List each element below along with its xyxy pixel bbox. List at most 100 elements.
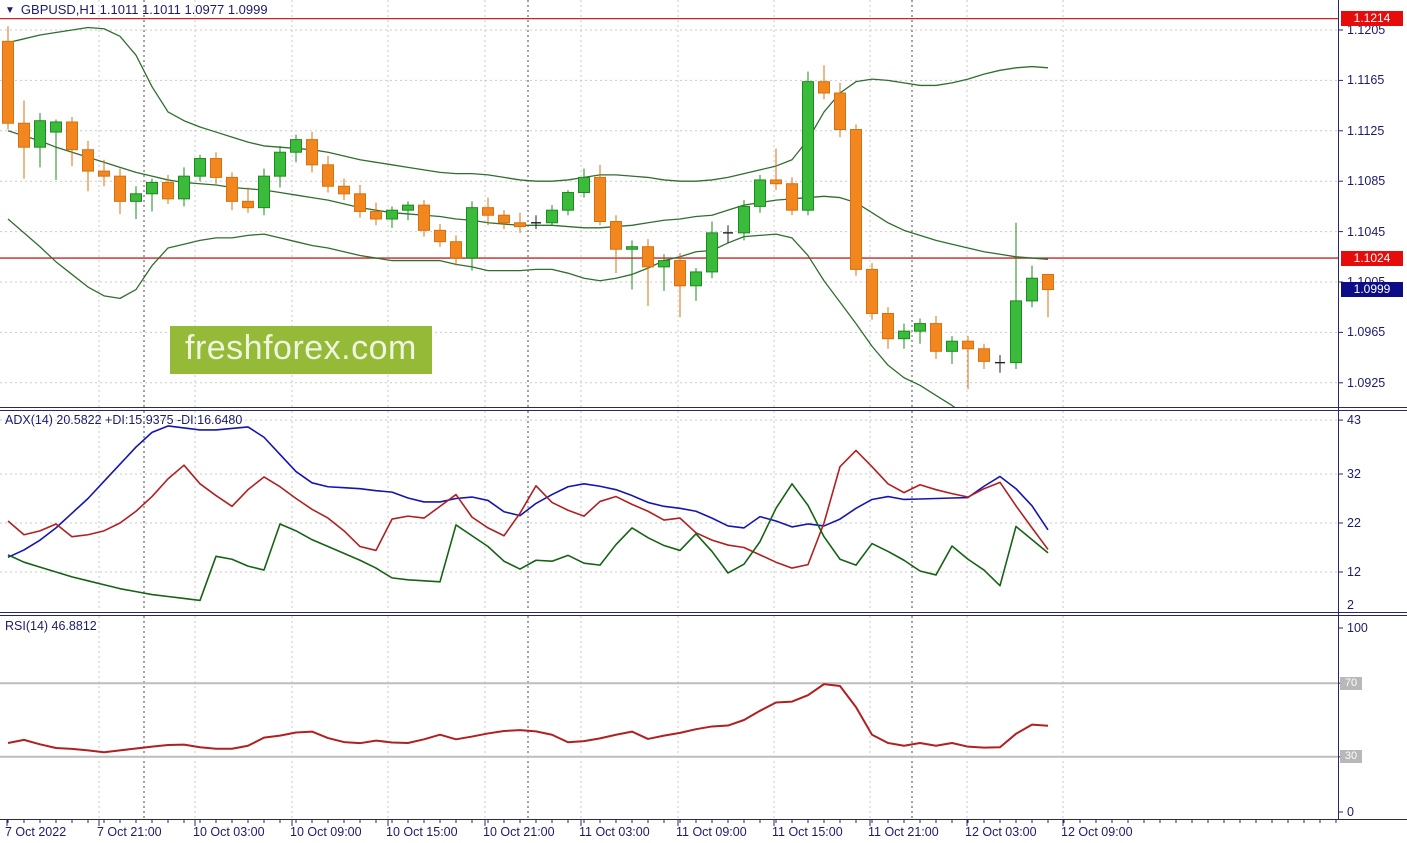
- bearish-candle: [370, 210, 382, 220]
- bullish-candle: [626, 246, 638, 250]
- bullish-candle: [194, 158, 206, 177]
- bearish-candle: [834, 92, 846, 131]
- bearish-candle: [1042, 273, 1054, 291]
- symbol-dropdown-icon[interactable]: ▼: [5, 5, 15, 16]
- bearish-candle: [770, 179, 782, 185]
- bearish-candle: [610, 221, 622, 250]
- bullish-candle: [802, 81, 814, 211]
- bullish-candle: [290, 139, 302, 153]
- bullish-candle: [274, 151, 286, 177]
- bullish-candle: [946, 340, 958, 352]
- bearish-candle: [514, 222, 526, 228]
- bearish-candle: [82, 149, 94, 172]
- price-tick-label: 1.1045: [1347, 224, 1386, 239]
- panel-splitter-main-adx[interactable]: [0, 407, 1407, 411]
- bearish-candle: [322, 164, 334, 187]
- bullish-candle: [898, 330, 910, 340]
- bearish-candle: [98, 170, 110, 177]
- bearish-candle: [594, 176, 606, 223]
- bearish-candle: [882, 313, 894, 340]
- symbol-title[interactable]: ▼ GBPUSD,H1 1.1011 1.1011 1.0977 1.0999: [5, 2, 268, 17]
- time-axis-label: 10 Oct 15:00: [386, 825, 458, 839]
- bearish-candle: [210, 158, 222, 178]
- adx-line-plusDI: [7, 482, 1049, 602]
- adx-indicator-label: ADX(14) 20.5822 +DI:15.9375 -DI:16.6480: [5, 413, 243, 427]
- time-axis-label: 12 Oct 03:00: [965, 825, 1037, 839]
- bearish-candle: [306, 139, 318, 166]
- time-axis-label: 11 Oct 21:00: [868, 825, 939, 839]
- price-axis-border: [1338, 0, 1339, 819]
- price-tick-label: 1.1165: [1347, 73, 1385, 88]
- time-axis-label: 7 Oct 2022: [5, 825, 67, 839]
- adx-tick-label: 2: [1347, 598, 1354, 612]
- rsi-level-badge: 30: [1340, 750, 1362, 764]
- bearish-candle: [850, 129, 862, 270]
- time-axis-border: [0, 819, 1407, 843]
- bullish-candle: [738, 205, 750, 234]
- bearish-candle: [962, 340, 974, 350]
- bearish-candle: [2, 40, 14, 124]
- time-axis-label: 10 Oct 21:00: [483, 825, 555, 839]
- bullish-candle: [258, 175, 270, 209]
- bullish-candle: [466, 207, 478, 259]
- bullish-candle: [914, 323, 926, 332]
- time-axis-label: 11 Oct 09:00: [676, 825, 747, 839]
- time-axis-label: 10 Oct 09:00: [290, 825, 362, 839]
- bullish-candle: [50, 121, 62, 133]
- bullish-candle: [178, 175, 190, 200]
- bollinger-lower-band: [7, 218, 956, 407]
- bullish-candle: [754, 179, 766, 207]
- bullish-candle: [690, 271, 702, 287]
- rsi-indicator-label: RSI(14) 46.8812: [5, 619, 97, 633]
- adx-tick-label: 43: [1347, 413, 1361, 428]
- bullish-candle: [658, 260, 670, 268]
- time-axis-label: 7 Oct 21:00: [97, 825, 162, 839]
- time-axis-label: 11 Oct 03:00: [579, 825, 650, 839]
- rsi-tick-label: 0: [1347, 805, 1354, 819]
- bullish-candle: [34, 120, 46, 148]
- bullish-candle: [146, 181, 158, 195]
- bullish-candle: [386, 209, 398, 220]
- bearish-candle: [866, 268, 878, 314]
- bearish-candle: [482, 207, 494, 216]
- bollinger-upper-band: [7, 26, 1049, 182]
- bearish-candle: [450, 241, 462, 259]
- bullish-candle: [706, 232, 718, 273]
- hline-price-badge: 1.1024: [1341, 250, 1403, 266]
- bearish-candle: [226, 176, 238, 202]
- symbol-title-text: GBPUSD,H1 1.1011 1.1011 1.0977 1.0999: [20, 2, 268, 17]
- bullish-candle: [1026, 277, 1038, 302]
- rsi-line: [7, 683, 1049, 754]
- bullish-candle: [578, 176, 590, 194]
- bearish-candle: [242, 200, 254, 209]
- price-tick-label: 1.0925: [1347, 375, 1386, 390]
- adx-tick-label: 12: [1347, 565, 1361, 579]
- rsi-level-badge: 70: [1340, 676, 1362, 690]
- price-tick-label: 1.1085: [1347, 174, 1386, 189]
- hline-price-badge: 1.1214: [1341, 11, 1403, 27]
- time-axis-label: 11 Oct 15:00: [772, 825, 843, 839]
- bearish-candle: [818, 81, 830, 94]
- bearish-candle: [498, 214, 510, 224]
- bearish-candle: [114, 175, 126, 202]
- broker-watermark: freshforex.com: [170, 326, 432, 374]
- panel-splitter-adx-rsi[interactable]: [0, 612, 1407, 616]
- adx-line-minusDI: [7, 449, 1049, 569]
- time-axis-label: 12 Oct 09:00: [1061, 825, 1133, 839]
- bearish-candle: [338, 185, 350, 195]
- time-axis-label: 10 Oct 03:00: [193, 825, 265, 839]
- bullish-candle: [1010, 300, 1022, 364]
- bullish-candle: [130, 193, 142, 202]
- bearish-candle: [674, 260, 686, 287]
- bearish-candle: [418, 204, 430, 231]
- adx-tick-label: 32: [1347, 467, 1361, 481]
- bearish-candle: [354, 193, 366, 212]
- bearish-candle: [930, 323, 942, 352]
- bearish-candle: [978, 348, 990, 362]
- bearish-candle: [18, 122, 30, 148]
- bearish-candle: [642, 246, 654, 268]
- bearish-candle: [162, 181, 174, 200]
- bullish-candle: [546, 209, 558, 224]
